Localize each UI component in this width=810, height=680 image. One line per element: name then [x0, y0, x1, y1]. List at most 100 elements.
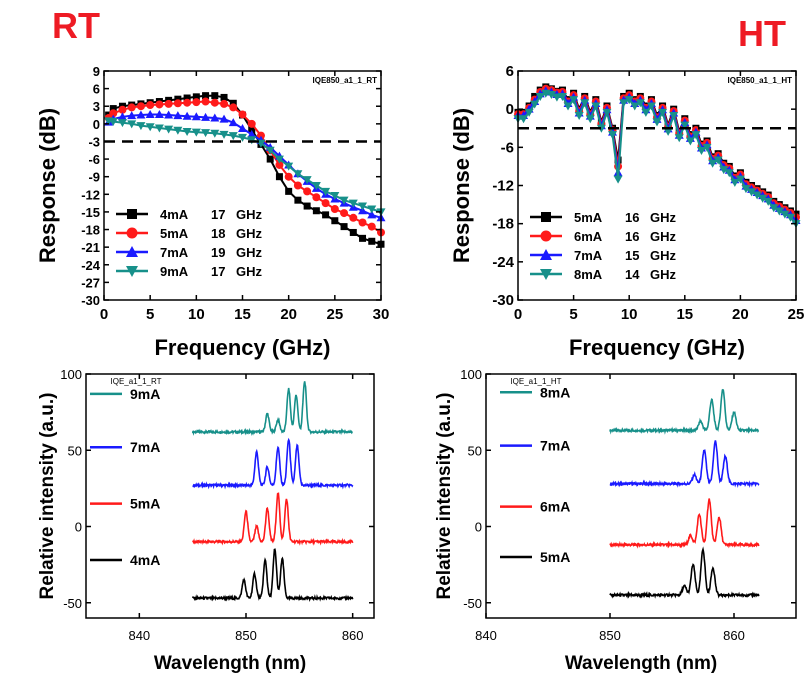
data-point-5mA-6 — [155, 100, 163, 108]
y-tick-label: -30 — [492, 292, 514, 309]
x-tick-label: 15 — [234, 306, 251, 323]
data-point-8mA-18 — [614, 176, 623, 184]
data-point-5mA-21 — [294, 182, 302, 190]
y-tick-label: 0 — [475, 520, 482, 535]
y-axis-label: Response (dB) — [35, 108, 60, 263]
spectrum-line-6mA — [610, 499, 759, 547]
x-tick-label: 850 — [235, 628, 257, 643]
legend-label: 5mA — [540, 549, 570, 565]
data-point-5mA-26 — [340, 209, 348, 217]
data-point-5mA-29 — [368, 223, 376, 231]
legend-unit: GHz — [236, 226, 263, 241]
legend-unit: GHz — [650, 210, 677, 225]
y-tick-label: -18 — [492, 216, 514, 233]
data-point-7mA-15 — [238, 124, 247, 132]
spectrum-line-7mA — [193, 440, 353, 487]
data-point-4mA-12 — [211, 92, 218, 99]
data-point-4mA-13 — [221, 94, 228, 101]
legend-label: 7mA — [160, 245, 189, 260]
y-tick-label: -6 — [88, 152, 100, 167]
legend-label: 4mA — [130, 552, 160, 568]
data-point-4mA-27 — [350, 229, 357, 236]
y-tick-label: 0 — [506, 101, 514, 118]
x-tick-label: 860 — [723, 628, 745, 643]
legend-label: 7mA — [540, 438, 570, 454]
y-tick-label: -18 — [81, 223, 100, 238]
data-point-5mA-7 — [165, 100, 173, 108]
data-point-5mA-10 — [192, 98, 200, 106]
x-tick-label: 0 — [100, 306, 108, 323]
data-point-5mA-28 — [359, 218, 367, 226]
legend-marker-6mA — [541, 231, 552, 242]
data-point-4mA-26 — [341, 223, 348, 230]
legend-unit: GHz — [650, 229, 677, 244]
data-point-5mA-13 — [220, 100, 228, 108]
spectrum-line-5mA — [193, 493, 353, 543]
y-tick-label: 0 — [75, 520, 82, 535]
y-tick-label: -50 — [463, 596, 482, 611]
y-tick-label: -15 — [81, 205, 100, 220]
spectrum-line-4mA — [193, 549, 353, 599]
spectrum-line-8mA — [610, 390, 759, 432]
legend-unit: GHz — [236, 245, 263, 260]
data-point-5mA-16 — [248, 120, 256, 128]
legend-f3db: 18 — [211, 226, 225, 241]
data-point-5mA-24 — [322, 199, 330, 207]
data-point-5mA-27 — [349, 214, 357, 222]
data-point-4mA-22 — [304, 203, 311, 210]
y-tick-label: -50 — [63, 596, 82, 611]
y-tick-label: 100 — [460, 367, 482, 382]
data-point-4mA-23 — [313, 207, 320, 214]
legend-f3db: 17 — [211, 264, 225, 279]
y-tick-label: -24 — [81, 258, 101, 273]
legend-f3db: 17 — [211, 207, 225, 222]
legend-label: 5mA — [574, 210, 603, 225]
y-tick-label: 3 — [93, 99, 100, 114]
data-point-5mA-14 — [229, 103, 237, 111]
y-tick-label: -6 — [501, 139, 514, 156]
legend-label: 6mA — [540, 499, 570, 515]
plot-annotation: IQE_a1_1_HT — [510, 377, 561, 386]
data-point-4mA-28 — [359, 235, 366, 242]
y-tick-label: 0 — [93, 117, 100, 132]
x-axis-label: Frequency (GHz) — [569, 335, 745, 360]
x-tick-label: 840 — [475, 628, 497, 643]
x-tick-label: 25 — [788, 306, 805, 323]
y-axis-label: Relative intensity (a.u.) — [37, 393, 58, 600]
spectrum-line-5mA — [610, 549, 759, 596]
y-tick-label: -27 — [81, 275, 100, 290]
legend-label: 7mA — [130, 439, 160, 455]
y-tick-label: -3 — [88, 134, 100, 149]
data-point-5mA-3 — [128, 103, 136, 111]
plot-frame — [486, 374, 796, 618]
x-tick-label: 860 — [342, 628, 364, 643]
y-tick-label: -12 — [492, 178, 514, 195]
x-tick-label: 25 — [326, 306, 343, 323]
plot-annotation: IQE_a1_1_RT — [111, 377, 162, 386]
data-point-4mA-19 — [276, 173, 283, 180]
series-line-7mA — [518, 91, 796, 221]
legend-f3db: 15 — [625, 248, 639, 263]
data-point-5mA-9 — [183, 99, 191, 107]
y-axis-label: Relative intensity (a.u.) — [434, 393, 455, 600]
legend-f3db: 16 — [625, 210, 639, 225]
legend-unit: GHz — [236, 207, 263, 222]
data-point-4mA-24 — [322, 211, 329, 218]
legend-label: 5mA — [130, 496, 160, 512]
legend-f3db: 14 — [625, 267, 640, 282]
x-tick-label: 20 — [732, 306, 749, 323]
x-tick-label: 15 — [676, 306, 693, 323]
data-point-9mA-25 — [330, 192, 339, 200]
x-tick-label: 840 — [128, 628, 150, 643]
legend-label: 9mA — [160, 264, 189, 279]
x-tick-label: 0 — [514, 306, 522, 323]
data-point-4mA-25 — [331, 217, 338, 224]
y-tick-label: 100 — [60, 367, 82, 382]
legend-f3db: 16 — [625, 229, 639, 244]
data-point-5mA-5 — [146, 101, 154, 109]
y-tick-label: -21 — [81, 240, 100, 255]
data-point-4mA-18 — [267, 156, 274, 163]
y-tick-label: -24 — [492, 254, 514, 271]
data-point-5mA-15 — [239, 110, 247, 118]
